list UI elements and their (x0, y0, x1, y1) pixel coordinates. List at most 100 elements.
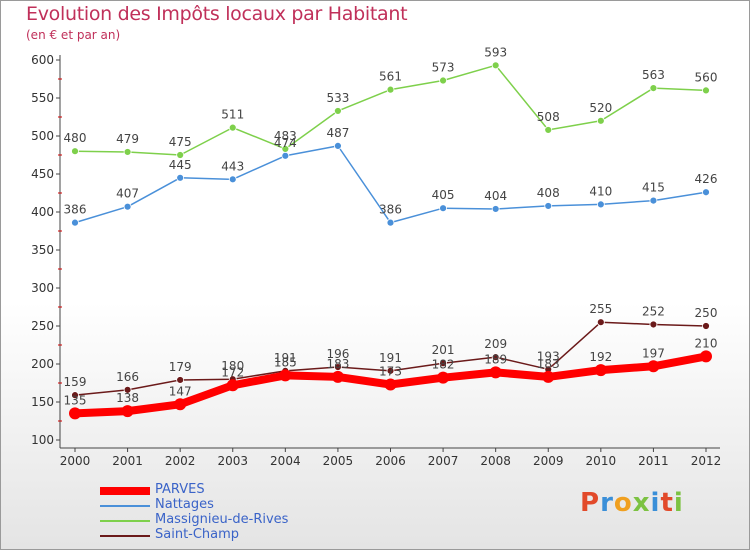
data-label: 135 (64, 393, 87, 407)
data-point (439, 359, 447, 368)
data-point (649, 84, 658, 93)
y-tick-label: 450 (31, 167, 54, 181)
data-point (123, 148, 132, 156)
x-tick-label: 2007 (428, 454, 459, 468)
data-label: 445 (169, 158, 192, 172)
data-label: 508 (537, 110, 560, 124)
data-label: 474 (274, 136, 297, 150)
data-label: 180 (221, 359, 244, 373)
data-point (226, 379, 239, 392)
data-label: 201 (432, 343, 455, 357)
data-point (702, 86, 710, 95)
data-label: 209 (484, 337, 507, 351)
data-point (386, 85, 395, 94)
data-label: 183 (537, 357, 560, 371)
data-point (123, 202, 132, 211)
data-label: 563 (642, 68, 665, 82)
data-point (649, 196, 658, 205)
legend-label: PARVES (155, 482, 205, 497)
data-point (334, 363, 342, 371)
data-point (123, 385, 132, 394)
y-tick-label: 550 (31, 91, 54, 105)
data-label: 561 (379, 70, 402, 84)
legend-swatch (100, 520, 150, 522)
data-point (596, 116, 605, 125)
data-point (174, 398, 187, 411)
data-point (384, 378, 397, 391)
chart-subtitle: (en € et par an) (26, 28, 121, 42)
data-point (228, 123, 237, 132)
data-point (596, 318, 605, 327)
legend-swatch (100, 535, 150, 537)
proxiti-logo: Proxiti (580, 488, 684, 518)
data-point (702, 188, 710, 197)
data-point (649, 320, 658, 329)
data-point (439, 204, 447, 213)
data-label: 533 (326, 91, 349, 105)
data-label: 252 (642, 304, 665, 318)
data-label: 255 (589, 302, 612, 316)
data-point (69, 407, 81, 420)
data-point (491, 353, 500, 362)
x-tick-label: 2011 (638, 454, 669, 468)
data-label: 166 (116, 370, 139, 384)
data-point (702, 322, 710, 330)
data-label: 560 (695, 70, 718, 84)
x-tick-label: 2009 (533, 454, 564, 468)
y-tick-label: 200 (31, 357, 54, 371)
data-point (176, 151, 185, 159)
data-label: 386 (64, 203, 87, 217)
data-label: 250 (695, 306, 718, 320)
data-label: 147 (169, 384, 192, 398)
data-point (281, 145, 290, 153)
legend-swatch (100, 505, 150, 507)
data-point (176, 376, 185, 384)
data-label: 415 (642, 181, 665, 195)
data-label: 410 (589, 184, 612, 198)
data-point (71, 147, 79, 156)
data-label: 511 (221, 108, 244, 122)
data-label: 210 (695, 336, 718, 350)
data-point (491, 205, 500, 213)
data-point (334, 141, 342, 150)
data-label: 189 (484, 352, 507, 366)
data-point (700, 350, 712, 363)
x-tick-label: 2010 (586, 454, 617, 468)
data-label: 404 (484, 189, 507, 203)
data-point (437, 371, 450, 384)
data-label: 193 (537, 349, 560, 363)
y-tick-label: 400 (31, 205, 54, 219)
data-label: 573 (432, 61, 455, 75)
data-point (228, 175, 237, 184)
data-label: 182 (432, 358, 455, 372)
data-label: 197 (642, 346, 665, 360)
x-tick-label: 2006 (375, 454, 406, 468)
data-point (439, 76, 447, 85)
data-label: 487 (326, 126, 349, 140)
x-tick-label: 2005 (323, 454, 354, 468)
data-label: 191 (379, 351, 402, 365)
data-point (386, 366, 395, 375)
x-tick-label: 2008 (480, 454, 511, 468)
x-tick-label: 2003 (217, 454, 248, 468)
data-label: 479 (116, 132, 139, 146)
data-label: 483 (274, 129, 297, 143)
legend-swatch (100, 487, 150, 495)
data-point (596, 200, 605, 209)
y-tick-label: 300 (31, 281, 54, 295)
data-point (279, 369, 292, 382)
data-label: 520 (589, 101, 612, 115)
y-tick-label: 500 (31, 129, 54, 143)
data-point (647, 360, 660, 373)
data-point (334, 107, 342, 115)
data-label: 407 (116, 187, 139, 201)
x-tick-label: 2001 (112, 454, 143, 468)
legend-label: Saint-Champ (155, 527, 240, 542)
y-tick-label: 600 (31, 53, 54, 67)
data-label: 475 (169, 135, 192, 149)
data-point (331, 370, 344, 383)
data-point (386, 218, 395, 227)
y-tick-label: 250 (31, 319, 54, 333)
x-tick-label: 2000 (60, 454, 91, 468)
